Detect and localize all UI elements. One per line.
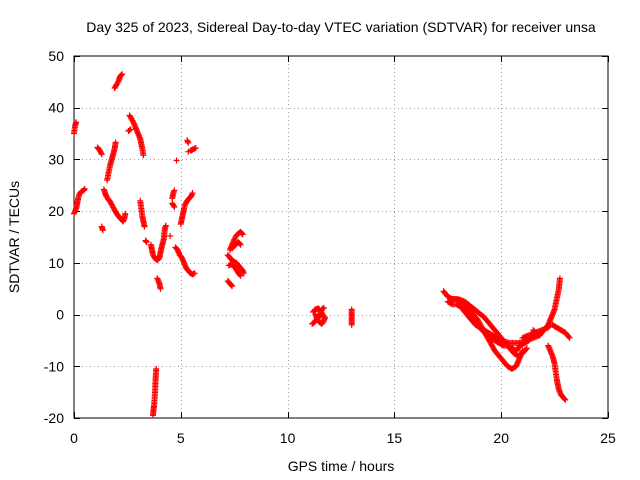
data-point [239, 230, 246, 237]
data-point [192, 145, 199, 152]
data-point [240, 270, 247, 277]
data-point [320, 314, 327, 321]
x-tick-label: 0 [70, 430, 78, 446]
data-point [237, 272, 244, 279]
data-point [118, 71, 125, 78]
x-tick-label: 5 [177, 430, 185, 446]
data-point [546, 322, 553, 329]
x-tick-label: 25 [600, 430, 616, 446]
data-point [98, 149, 105, 156]
data-point [119, 71, 126, 78]
data-point [348, 306, 355, 313]
data-points [71, 71, 573, 419]
data-point [239, 231, 246, 238]
y-tick-label: 10 [48, 255, 64, 271]
data-point [565, 333, 572, 340]
data-point [130, 118, 137, 125]
data-point [81, 185, 88, 192]
data-point [171, 187, 178, 194]
data-point [320, 312, 327, 319]
data-point [173, 157, 180, 164]
data-point [229, 283, 236, 290]
x-tick-label: 20 [493, 430, 509, 446]
data-point [496, 336, 503, 343]
data-point [127, 126, 134, 133]
data-point [237, 241, 244, 248]
y-tick-label: 40 [48, 100, 64, 116]
data-point [547, 321, 554, 328]
data-point [189, 190, 196, 197]
data-point [185, 148, 192, 155]
data-point [143, 239, 150, 246]
x-axis-label: GPS time / hours [288, 458, 395, 474]
data-point [126, 127, 133, 134]
y-tick-label: 0 [56, 307, 64, 323]
chart-title: Day 325 of 2023, Sidereal Day-to-day VTE… [86, 19, 596, 35]
data-point [566, 334, 573, 341]
data-point [236, 240, 243, 247]
data-point [236, 271, 243, 278]
data-point [185, 139, 192, 146]
data-point [561, 396, 568, 403]
data-point [191, 270, 198, 277]
data-point [556, 275, 563, 282]
data-point [98, 151, 105, 158]
data-point [562, 396, 569, 403]
data-point [140, 152, 147, 159]
grid [74, 56, 608, 418]
data-point [170, 202, 177, 209]
data-point [73, 119, 80, 126]
y-tick-label: 20 [48, 203, 64, 219]
y-tick-label: 30 [48, 151, 64, 167]
data-point [320, 304, 327, 311]
y-tick-label: -10 [44, 358, 64, 374]
data-point [150, 412, 157, 419]
plot-frame [73, 55, 609, 419]
data-point [157, 285, 164, 292]
data-point [122, 210, 129, 217]
data-point [141, 223, 148, 230]
data-point [522, 346, 529, 353]
data-point [171, 204, 178, 211]
x-tick-label: 10 [280, 430, 296, 446]
axis-ticks: -20 -10 0 10 20 30 40 50 0 5 10 15 20 25 [44, 48, 616, 446]
data-point [523, 345, 530, 352]
y-tick-label: -20 [44, 410, 64, 426]
y-tick-label: 50 [48, 48, 64, 64]
data-point [167, 232, 174, 239]
data-point [99, 227, 106, 234]
data-point [112, 139, 119, 146]
y-axis-label: SDTVAR / TECUs [6, 181, 22, 293]
x-tick-label: 15 [387, 430, 403, 446]
data-point [162, 222, 169, 229]
data-point [228, 282, 235, 289]
